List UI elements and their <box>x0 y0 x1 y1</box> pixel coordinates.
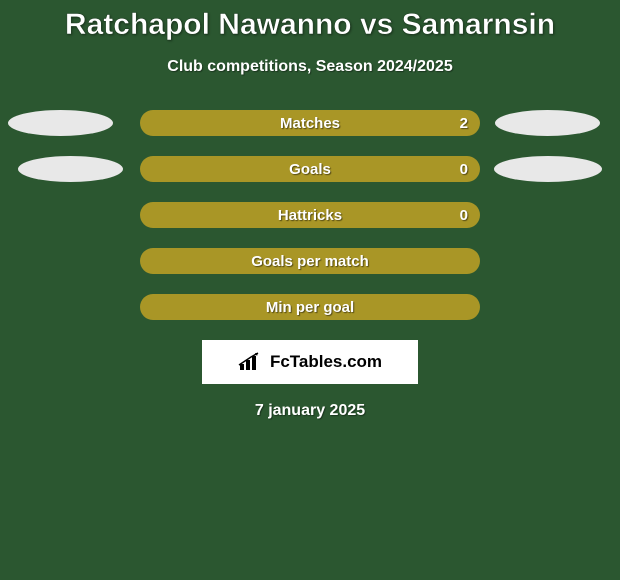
left-ellipse <box>8 110 113 136</box>
stats-rows: Matches 2 Goals 0 Hattricks 0 Goals per … <box>0 110 620 320</box>
logo-text: FcTables.com <box>270 352 382 372</box>
stat-label: Min per goal <box>266 299 354 316</box>
date-text: 7 january 2025 <box>0 402 620 420</box>
stat-row-goals: Goals 0 <box>0 156 620 182</box>
right-ellipse <box>495 110 600 136</box>
subtitle: Club competitions, Season 2024/2025 <box>0 58 620 76</box>
stat-bar: Matches 2 <box>140 110 480 136</box>
right-ellipse <box>494 156 602 182</box>
stat-row-min-per-goal: Min per goal <box>0 294 620 320</box>
stat-bar: Goals per match <box>140 248 480 274</box>
stat-value: 2 <box>460 115 468 132</box>
stat-label: Matches <box>280 115 340 132</box>
logo-box: FcTables.com <box>202 340 418 384</box>
stat-row-matches: Matches 2 <box>0 110 620 136</box>
stat-label: Hattricks <box>278 207 342 224</box>
stat-label: Goals <box>289 161 331 178</box>
stat-bar: Goals 0 <box>140 156 480 182</box>
stat-value: 0 <box>460 207 468 224</box>
stat-bar: Min per goal <box>140 294 480 320</box>
stat-value: 0 <box>460 161 468 178</box>
page-title: Ratchapol Nawanno vs Samarnsin <box>0 0 620 42</box>
stat-bar: Hattricks 0 <box>140 202 480 228</box>
left-ellipse <box>18 156 123 182</box>
bar-chart-icon <box>238 352 264 372</box>
stat-row-goals-per-match: Goals per match <box>0 248 620 274</box>
stat-label: Goals per match <box>251 253 369 270</box>
stat-row-hattricks: Hattricks 0 <box>0 202 620 228</box>
